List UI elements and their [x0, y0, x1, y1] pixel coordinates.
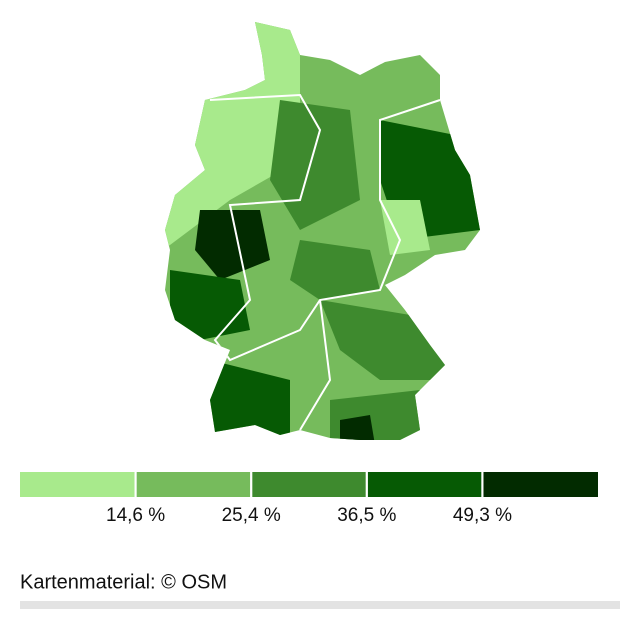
- legend-swatch: [20, 472, 135, 497]
- legend-label: 36,5 %: [337, 505, 396, 526]
- legend-swatch: [136, 472, 251, 497]
- legend-swatch: [367, 472, 482, 497]
- legend-label: 14,6 %: [106, 505, 165, 526]
- germany-map: [165, 22, 480, 440]
- legend-label: 25,4 %: [222, 505, 281, 526]
- legend: 14,6 % 25,4 % 36,5 % 49,3 %: [20, 472, 598, 526]
- credit: Kartenmaterial: © OSM: [20, 571, 227, 593]
- legend-label: 49,3 %: [453, 505, 512, 526]
- scroll-bar: [20, 601, 620, 609]
- legend-swatch: [252, 472, 366, 497]
- legend-swatch: [483, 472, 598, 497]
